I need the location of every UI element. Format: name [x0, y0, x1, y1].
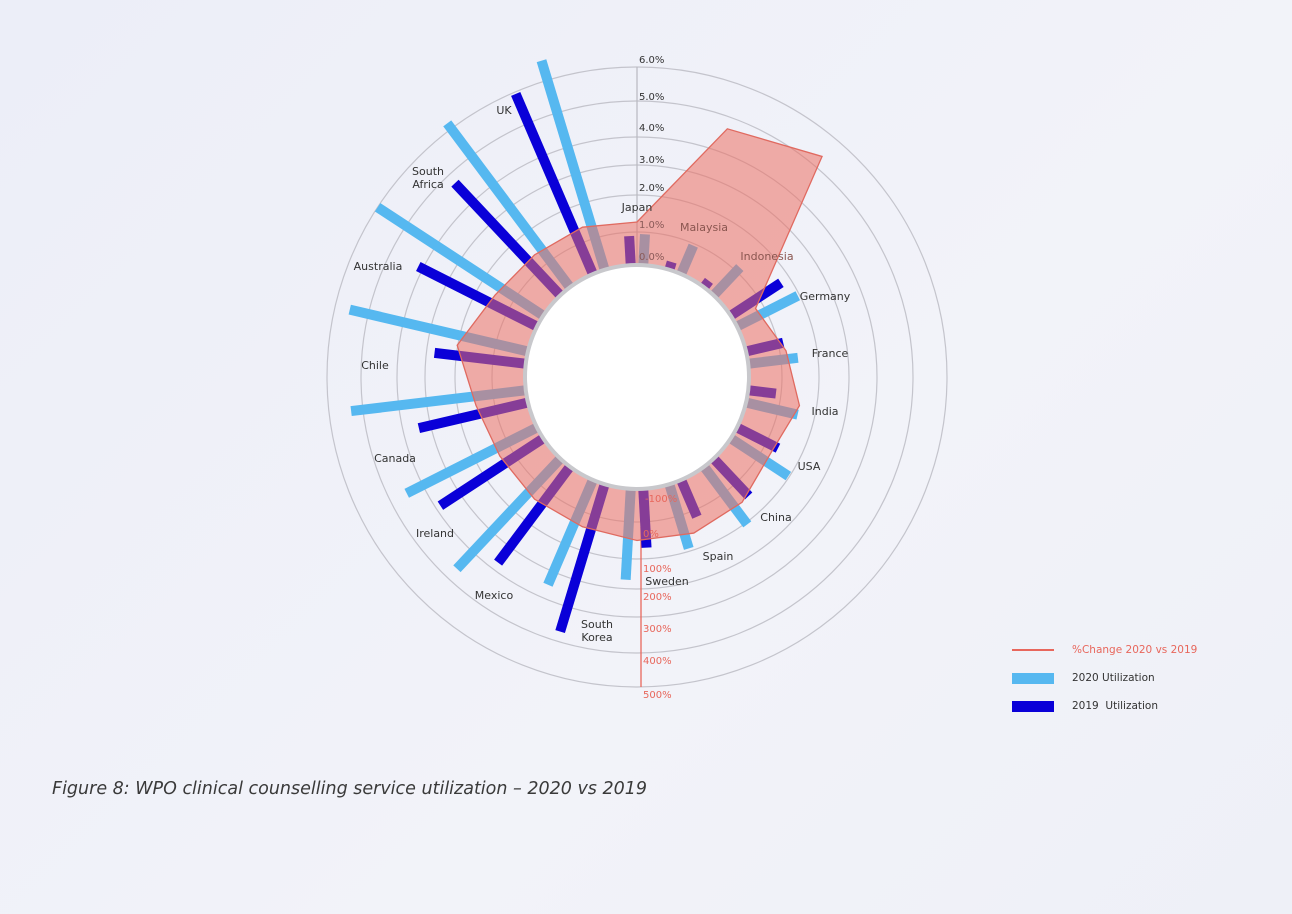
country-label: South Korea — [581, 618, 613, 644]
utilization-tick-label: 0.0% — [639, 252, 664, 263]
change-tick-label: 0% — [643, 529, 659, 540]
legend-label-2019: 2019 Utilization — [1072, 700, 1159, 712]
change-tick-label: 200% — [643, 592, 672, 603]
change-tick-label: 500% — [643, 690, 672, 701]
change-tick-label: 300% — [643, 624, 672, 635]
bar-2020-uk — [536, 59, 610, 271]
legend-swatch-2020 — [1012, 672, 1054, 684]
change-tick-label: -100% — [645, 494, 677, 505]
center-hole — [523, 263, 751, 491]
legend-swatch-2019 — [1012, 700, 1054, 712]
utilization-tick-label: 6.0% — [639, 55, 664, 66]
country-label: Canada — [374, 452, 416, 465]
utilization-tick-label: 4.0% — [639, 123, 664, 134]
utilization-tick-label: 2.0% — [639, 183, 664, 194]
country-label: Germany — [800, 290, 851, 303]
country-label: Ireland — [416, 527, 454, 540]
legend-item-2019: 2019 Utilization — [1012, 692, 1197, 720]
country-label: Malaysia — [680, 221, 728, 234]
country-label: Indonesia — [740, 250, 793, 263]
bar-2020-south-africa — [443, 120, 574, 290]
country-label: Australia — [354, 260, 403, 273]
utilization-tick-label: 3.0% — [639, 155, 664, 166]
legend-label-change: %Change 2020 vs 2019 — [1072, 644, 1198, 656]
country-label: Mexico — [475, 589, 514, 602]
country-label: UK — [496, 104, 512, 117]
utilization-tick-label: 5.0% — [639, 92, 664, 103]
legend-swatch-change — [1012, 649, 1054, 651]
country-label: Japan — [621, 201, 653, 214]
utilization-tick-label: 1.0% — [639, 220, 664, 231]
country-label: Spain — [703, 550, 734, 563]
figure-caption: Figure 8: WPO clinical counselling servi… — [52, 779, 648, 799]
country-label: USA — [798, 460, 821, 473]
country-label: South Africa — [412, 165, 444, 191]
legend-item-change: %Change 2020 vs 2019 — [1012, 636, 1197, 664]
country-label: Chile — [361, 359, 389, 372]
bar-2019-uk — [511, 91, 598, 276]
country-label: India — [812, 405, 839, 418]
country-label: France — [812, 347, 849, 360]
country-label: Sweden — [645, 575, 688, 588]
legend-label-2020: 2020 Utilization — [1072, 672, 1155, 684]
legend: %Change 2020 vs 2019 2020 Utilization 20… — [1012, 636, 1197, 720]
legend-item-2020: 2020 Utilization — [1012, 664, 1197, 692]
change-tick-label: 400% — [643, 656, 672, 667]
country-label: China — [760, 511, 791, 524]
change-tick-label: 100% — [643, 564, 672, 575]
